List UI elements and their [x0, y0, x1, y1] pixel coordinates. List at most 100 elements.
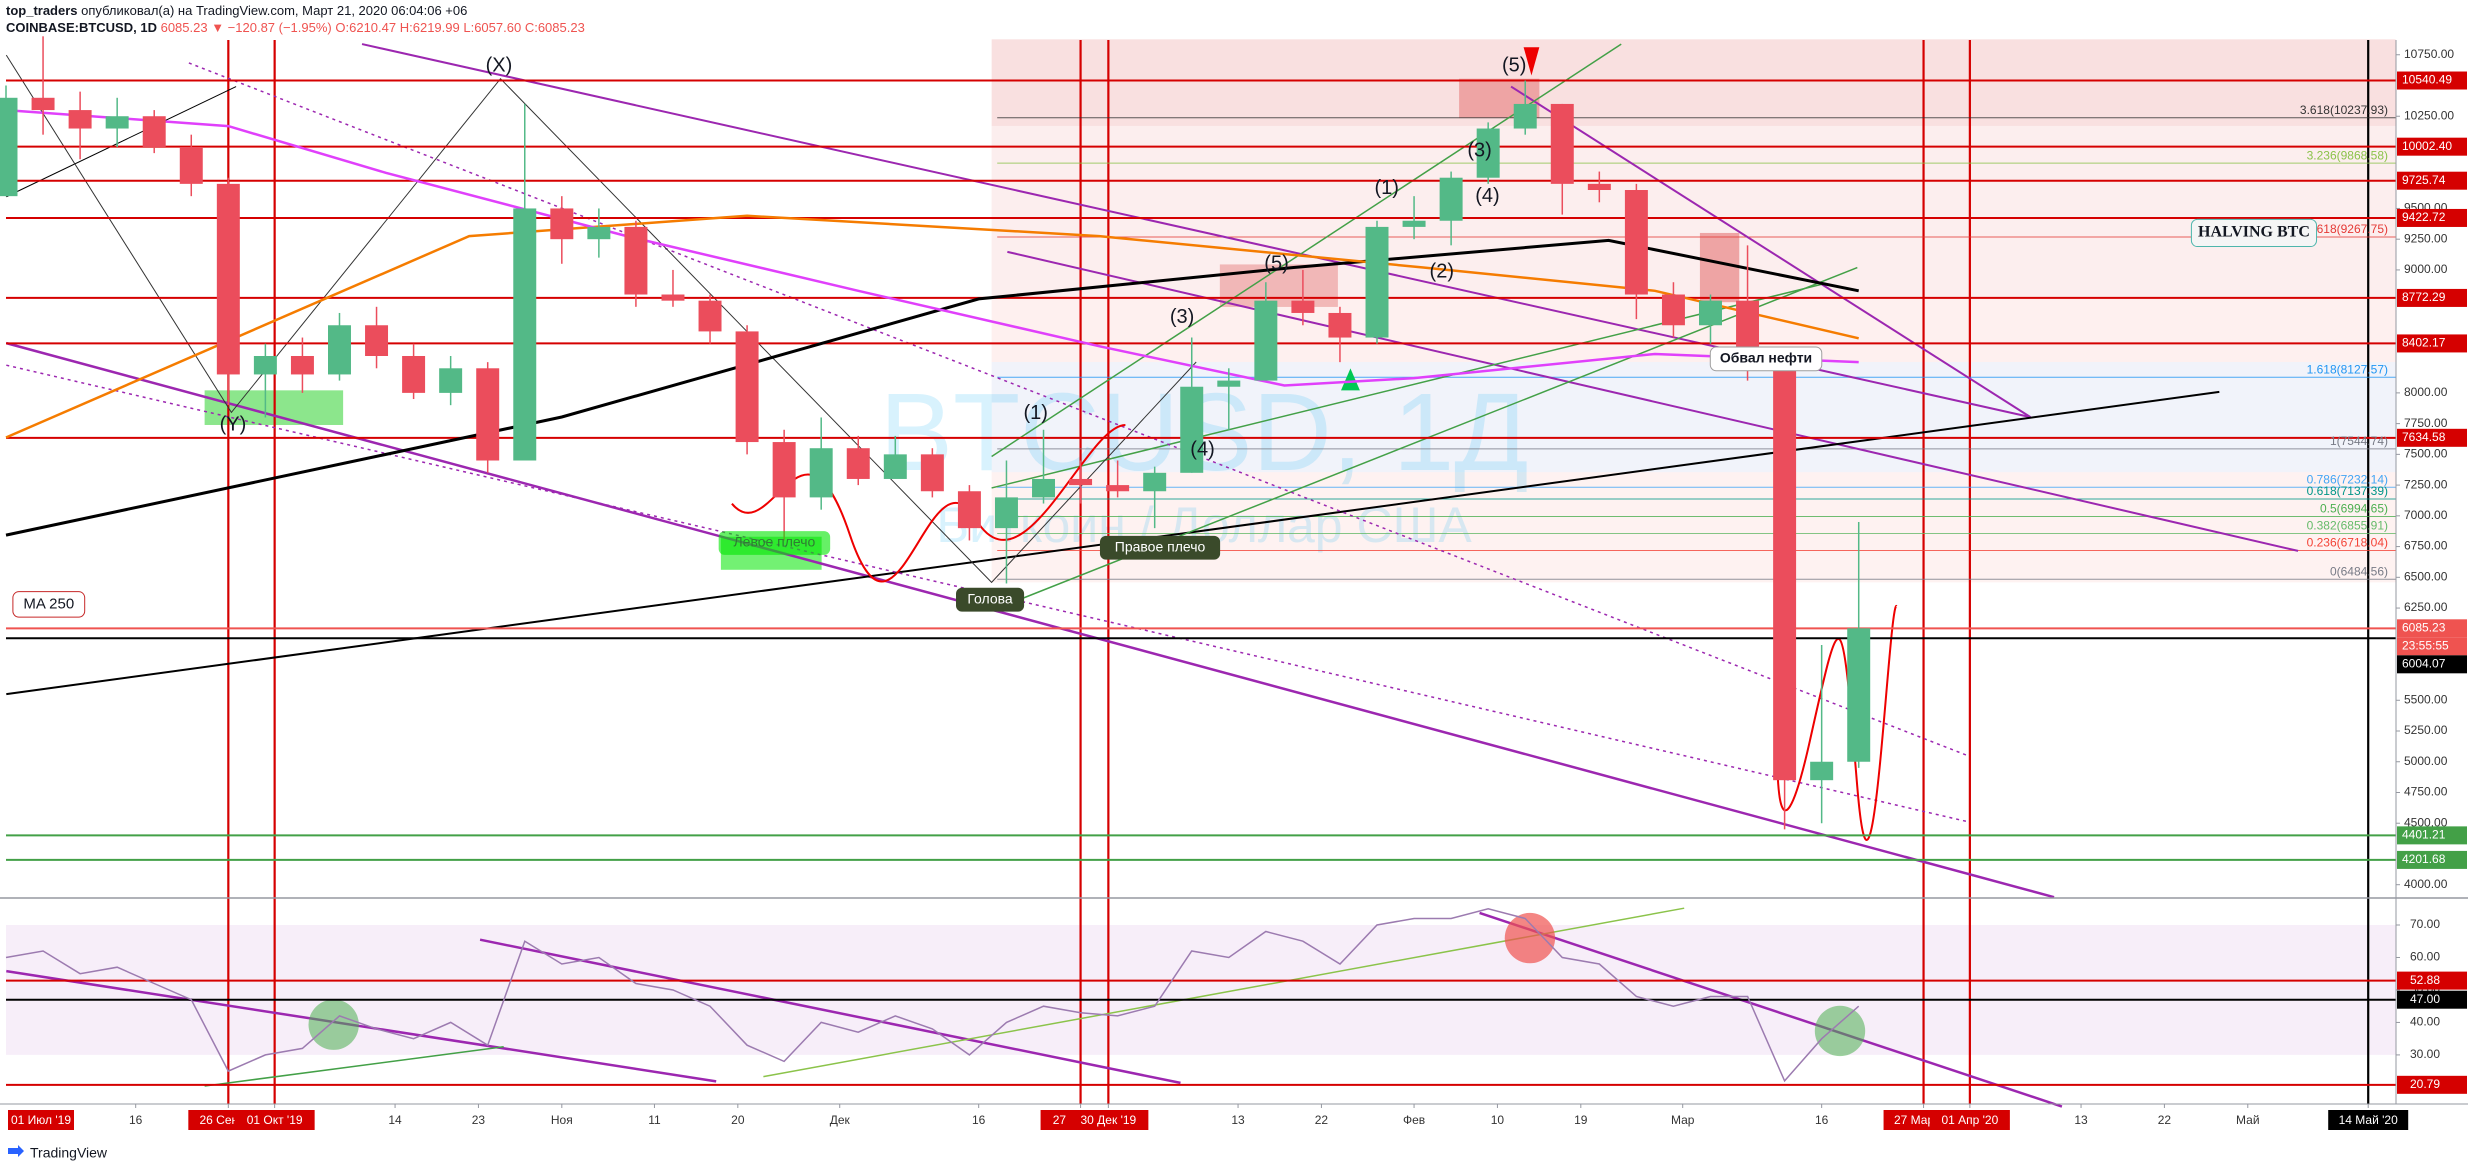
x-tick-label: 01 Окт '19	[247, 1113, 303, 1127]
annotation: (4)	[1475, 185, 1499, 207]
rsi-marker	[1814, 1005, 1866, 1057]
rsi-marker	[308, 999, 359, 1050]
candle-body	[1699, 300, 1722, 326]
candle-body	[1550, 103, 1574, 184]
level-label: 8402.17	[2402, 336, 2446, 350]
candle-body	[105, 116, 129, 129]
start-label: 01 Июл '19	[11, 1113, 71, 1127]
level-label: 9422.72	[2402, 210, 2446, 224]
marks	[0, 36, 1871, 1083]
annotation: (2)	[1430, 261, 1454, 283]
x-tick-label: 22	[1315, 1113, 1329, 1127]
level-label: 4201.68	[2402, 852, 2446, 866]
candle-body	[1513, 103, 1537, 129]
y-tick-label: 10250.00	[2404, 108, 2454, 122]
countdown-box	[2397, 637, 2467, 656]
candle-body	[402, 355, 426, 393]
candle-body	[1254, 300, 1278, 381]
footer-text: TradingView	[30, 1145, 108, 1161]
x-tick-label: Мар	[1671, 1113, 1695, 1127]
annotation: HALVING BTC	[2198, 224, 2310, 241]
rsi-level-label: 52.88	[2410, 973, 2440, 987]
fib-label: 0(6484.56)	[2330, 564, 2388, 578]
level-label: 4401.21	[2402, 828, 2446, 842]
candle-body	[1217, 380, 1241, 387]
wave-xy	[5, 54, 1197, 584]
header-line-1: top_traders опубликовал(а) на TradingVie…	[6, 3, 467, 18]
annotation: (5)	[1264, 253, 1288, 275]
level-label: 7634.58	[2402, 430, 2446, 444]
level-label: 10002.40	[2402, 139, 2452, 153]
x-tick-label: 13	[1231, 1113, 1245, 1127]
trend-line	[1510, 85, 2031, 418]
candle-body	[31, 97, 55, 111]
zone	[991, 39, 2396, 126]
rsi-level-box	[2397, 971, 2467, 990]
y-tick-label: 7000.00	[2404, 508, 2448, 522]
level-box	[2397, 428, 2467, 447]
rsi-level-label: 20.79	[2410, 1077, 2440, 1091]
header-line-2: COINBASE:BTCUSD, 1D 6085.23 ▼ −120.87 (−…	[6, 20, 585, 35]
fib-label: 1(7544.74)	[2330, 434, 2388, 448]
watermark: BTCUSD, 1Д	[880, 371, 1529, 494]
level-label: 6004.07	[2402, 656, 2446, 670]
fib-label: 1.618(8127.57)	[2307, 362, 2388, 376]
rsi-level-label: 47.00	[2410, 992, 2440, 1006]
annotation: (3)	[1170, 306, 1194, 328]
candle-body	[1476, 128, 1500, 178]
trend-line	[6, 86, 237, 198]
candle-body	[994, 497, 1018, 529]
y-tick-label: 4500.00	[2404, 815, 2448, 829]
candle-body	[1106, 485, 1130, 492]
annotation-box	[718, 531, 831, 555]
y-tick-label: 7750.00	[2404, 416, 2448, 430]
candle-body	[365, 325, 389, 356]
y-tick-label: 9250.00	[2404, 231, 2448, 245]
annotation: (Y)	[220, 413, 247, 435]
annotation-box	[1099, 535, 1221, 560]
y-tick-label: 5500.00	[2404, 692, 2448, 706]
candle-body	[1402, 220, 1426, 227]
fib-label: 0.382(6855.91)	[2307, 519, 2388, 533]
quote: 6085.23 ▼ −120.87 (−1.95%)	[161, 20, 332, 35]
x-tick-label: 16	[972, 1113, 986, 1127]
candle-body	[1180, 386, 1204, 473]
level-label: 10540.49	[2402, 73, 2452, 87]
level-box	[2397, 850, 2467, 869]
overlay: 4000.00 4500.00 4750.00 5000.00 5250.00 5500.…	[8, 47, 2467, 1130]
level-box	[2397, 619, 2467, 638]
candle-body	[513, 208, 537, 461]
x-tick-label: 10	[1491, 1113, 1505, 1127]
ohlc-close: C:6085.23	[525, 20, 585, 35]
author: top_traders	[6, 3, 78, 18]
footer-logo: TradingView	[8, 1145, 108, 1161]
x-tick-label: 16	[129, 1113, 143, 1127]
level-label: 8772.29	[2402, 290, 2446, 304]
published: опубликовал(а) на TradingView.com, Март …	[81, 3, 467, 18]
red-curve	[1776, 472, 1898, 841]
y-tick-label: 5250.00	[2404, 723, 2448, 737]
level-box	[2397, 171, 2467, 190]
candle-body	[1624, 190, 1648, 295]
level-box	[2397, 334, 2467, 353]
rsi-band	[6, 925, 2396, 1055]
annotation: (4)	[1190, 438, 1214, 460]
zone	[991, 299, 2396, 363]
zone	[1699, 232, 1740, 303]
candle-body	[1069, 478, 1093, 486]
candle-body	[1439, 177, 1463, 221]
logo-icon	[8, 1145, 24, 1157]
level-box	[2397, 71, 2467, 90]
fib-label: 0.236(6718.04)	[2307, 536, 2388, 550]
annotation: (X)	[486, 54, 513, 76]
x-tick-label: 30 Дек '19	[1081, 1113, 1137, 1127]
annotation: Правое плечо	[1115, 538, 1206, 554]
level-box	[2397, 137, 2467, 156]
candle-body	[1291, 300, 1315, 313]
x-tick-label: 14 Май '20	[2339, 1113, 2398, 1127]
trend-line	[1007, 250, 2299, 552]
moving-average	[5, 214, 1859, 439]
rsi-marker	[1504, 912, 1556, 964]
